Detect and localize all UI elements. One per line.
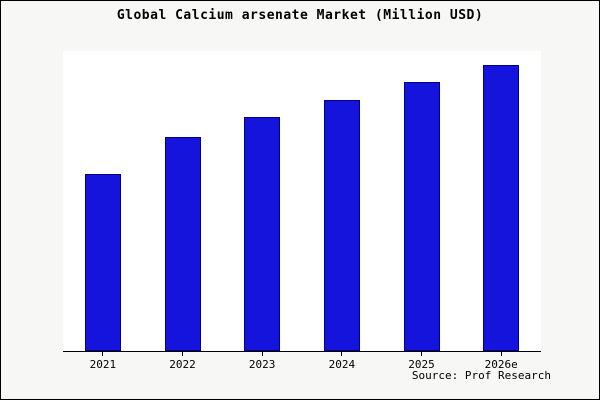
bar-2023: [244, 116, 281, 351]
source-credit: Source: Prof Research: [411, 369, 551, 382]
x-tick-label: 2024: [302, 352, 382, 378]
bar-slot: [63, 51, 143, 351]
x-tick-label: 2022: [143, 352, 223, 378]
x-tick: [341, 352, 343, 356]
x-tick-label: 2023: [222, 352, 302, 378]
bar-2025: [403, 82, 440, 351]
x-tick-label: 2025: [382, 352, 462, 378]
x-tick-text: 2021: [89, 358, 117, 371]
x-tick-label: 2021: [63, 352, 143, 378]
bar-2024: [323, 99, 360, 351]
bar-slot: [302, 51, 382, 351]
x-tick-text: 2022: [169, 358, 196, 371]
bar-slot: [143, 51, 223, 351]
bar-2026e: [483, 65, 520, 351]
bars: [63, 51, 541, 351]
x-tick-text: 2024: [328, 358, 356, 371]
x-tick-text: 2025: [408, 358, 435, 371]
x-tick: [421, 352, 423, 356]
chart-title: Global Calcium arsenate Market (Million …: [116, 8, 484, 23]
x-tick: [261, 352, 263, 356]
plot-area: [63, 51, 541, 352]
x-tick: [182, 352, 183, 356]
bar-2021: [84, 173, 121, 351]
x-tick-text: 2026e: [484, 358, 518, 371]
bar-slot: [382, 51, 462, 351]
x-tick-label: 2026e: [461, 352, 541, 378]
x-tick: [102, 352, 104, 356]
bar-slot: [461, 51, 541, 351]
x-tick-text: 2023: [248, 358, 276, 371]
bar-2022: [164, 136, 201, 351]
x-axis-labels: 2021 2022 2023 2024 2025 2026e: [63, 352, 541, 378]
bar-slot: [222, 51, 302, 351]
x-tick: [500, 352, 502, 356]
